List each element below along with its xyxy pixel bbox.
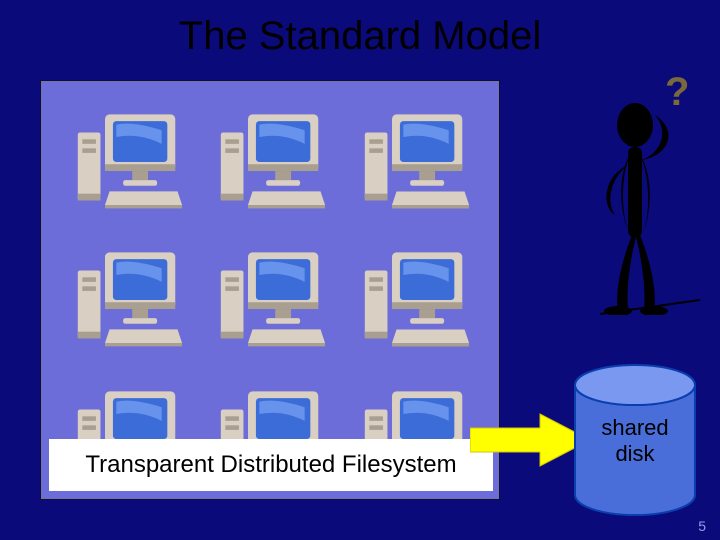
computer-icon [358, 234, 471, 352]
slide-number: 5 [698, 518, 706, 534]
confused-person-icon: ? [560, 75, 710, 315]
shared-disk-label-line1: shared [601, 415, 668, 440]
svg-text:?: ? [665, 75, 689, 114]
computer-icon [71, 96, 184, 214]
computer-icon [71, 234, 184, 352]
panel-caption: Transparent Distributed Filesystem [85, 451, 456, 479]
computer-cell [358, 96, 471, 214]
shared-disk-label-line2: disk [615, 441, 654, 466]
computer-icon [358, 96, 471, 214]
shared-disk-label: shared disk [570, 415, 700, 467]
computer-icon [214, 96, 327, 214]
computer-cell [214, 234, 327, 352]
computer-icon [214, 234, 327, 352]
computer-cell [214, 96, 327, 214]
computer-cell [71, 96, 184, 214]
computers-panel: Transparent Distributed Filesystem [40, 80, 500, 500]
computer-grid [71, 96, 471, 416]
computer-cell [358, 234, 471, 352]
slide: The Standard Model [0, 0, 720, 540]
computer-cell [71, 234, 184, 352]
panel-caption-box: Transparent Distributed Filesystem [49, 439, 493, 491]
slide-title: The Standard Model [0, 14, 720, 59]
